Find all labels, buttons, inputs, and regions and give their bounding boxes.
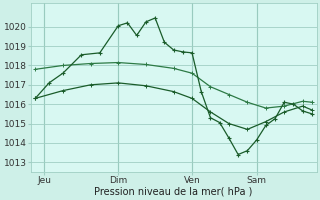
- X-axis label: Pression niveau de la mer( hPa ): Pression niveau de la mer( hPa ): [94, 187, 253, 197]
